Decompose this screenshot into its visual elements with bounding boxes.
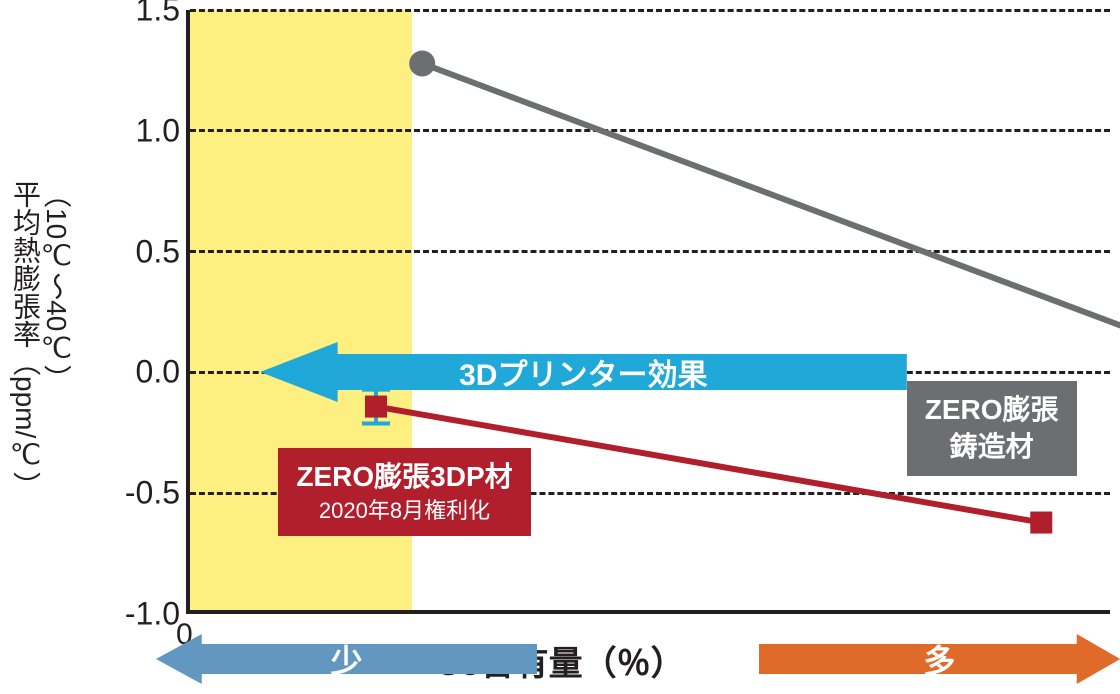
- x-low-arrow-label: 少: [331, 636, 363, 682]
- grid-1_5: [190, 9, 1110, 12]
- red-box-line2: 2020年8月権利化: [296, 496, 512, 526]
- marker-3dp-material-1: [1030, 512, 1052, 534]
- grey-box-line2: 鋳造材: [925, 428, 1059, 466]
- y-axis-label: 平均熱膨張率（ppm/℃）: [9, 180, 40, 500]
- ytick-1_5: 1.5: [100, 0, 180, 29]
- ytick-0_5: 0.5: [100, 233, 180, 270]
- y-axis-sublabel: （10℃〜40℃）: [40, 180, 71, 500]
- grey-label-box: ZERO膨張 鋳造材: [907, 381, 1077, 477]
- effect-arrow: 3Dプリンター効果: [260, 342, 907, 402]
- ytick-1_0: 1.0: [100, 112, 180, 149]
- x-high-arrow: 多: [759, 634, 1120, 684]
- ytick-neg1_0: -1.0: [100, 596, 180, 633]
- effect-arrow-label: 3Dプリンター効果: [459, 350, 707, 394]
- x-high-arrow-label: 多: [923, 636, 955, 682]
- ytick-0_0: 0.0: [100, 354, 180, 391]
- red-label-box: ZERO膨張3DP材 2020年8月権利化: [278, 448, 530, 535]
- x-low-arrow: 少: [156, 634, 537, 684]
- series-line-cast-material: [422, 63, 1120, 382]
- y-axis-label-group: 平均熱膨張率（ppm/℃） （10℃〜40℃）: [10, 180, 70, 500]
- marker-cast-material-0: [409, 50, 435, 76]
- grey-box-line1: ZERO膨張: [925, 391, 1059, 429]
- thermal-expansion-chart: 平均熱膨張率（ppm/℃） （10℃〜40℃） 1.5 1.0 0.5 0.0 …: [0, 0, 1120, 694]
- red-box-line1: ZERO膨張3DP材: [296, 458, 512, 496]
- ytick-neg0_5: -0.5: [100, 475, 180, 512]
